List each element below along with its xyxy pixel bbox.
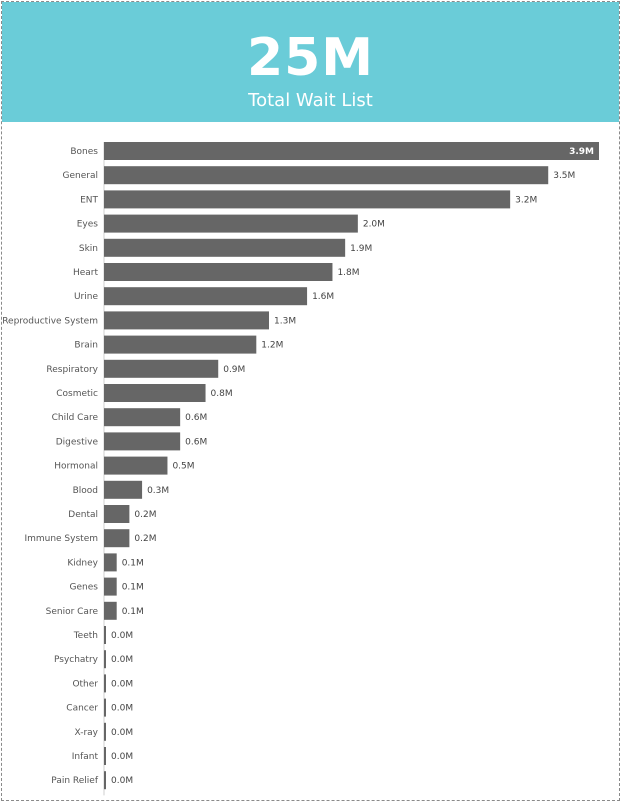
category-label-kidney: Kidney (67, 558, 98, 568)
bar-general[interactable] (104, 166, 549, 185)
bar-cosmetic[interactable] (104, 384, 206, 402)
bar-senior-care[interactable] (104, 601, 117, 620)
value-label-general: 3.5M (553, 171, 575, 181)
category-label-ent: ENT (80, 195, 98, 205)
value-label-x-ray: 0.0M (111, 728, 133, 738)
value-label-ent: 3.2M (515, 195, 537, 205)
category-label-blood: Blood (73, 486, 98, 496)
category-label-digestive: Digestive (56, 437, 99, 447)
category-label-hormonal: Hormonal (54, 462, 98, 472)
bar-kidney[interactable] (104, 553, 117, 572)
value-label-child-care: 0.6M (185, 413, 207, 423)
category-label-infant: Infant (72, 752, 99, 762)
value-label-other: 0.0M (111, 679, 133, 689)
kpi-card: 25M Total Wait List (2, 2, 619, 122)
bar-dental[interactable] (104, 505, 130, 523)
bar-x-ray[interactable] (104, 722, 106, 741)
value-label-hormonal: 0.5M (172, 462, 194, 472)
value-label-psychatry: 0.0M (111, 655, 133, 665)
bar-genes[interactable] (104, 577, 117, 596)
category-label-heart: Heart (73, 268, 99, 278)
bar-infant[interactable] (104, 747, 106, 765)
value-label-teeth: 0.0M (111, 631, 133, 641)
value-label-urine: 1.6M (312, 292, 334, 302)
category-label-other: Other (72, 679, 98, 689)
category-label-urine: Urine (74, 292, 98, 302)
bar-hormonal[interactable] (104, 456, 168, 475)
value-label-eyes: 2.0M (363, 220, 385, 230)
value-label-blood: 0.3M (147, 486, 169, 496)
value-label-infant: 0.0M (111, 752, 133, 762)
category-label-genes: Genes (70, 583, 99, 593)
value-label-cancer: 0.0M (111, 704, 133, 714)
value-label-genes: 0.1M (122, 583, 144, 593)
category-label-dental: Dental (68, 510, 98, 520)
category-label-teeth: Teeth (73, 631, 98, 641)
bar-digestive[interactable] (104, 432, 181, 451)
category-label-reproductive-system: Reproductive System (2, 316, 98, 326)
category-label-psychatry: Psychatry (54, 655, 99, 665)
category-label-cancer: Cancer (66, 704, 98, 714)
bar-brain[interactable] (104, 335, 257, 354)
category-label-brain: Brain (74, 341, 98, 351)
value-label-senior-care: 0.1M (122, 607, 144, 617)
value-label-bones: 3.9M (569, 147, 594, 157)
bar-bones[interactable] (104, 142, 599, 160)
value-label-cosmetic: 0.8M (211, 389, 233, 399)
bar-psychatry[interactable] (104, 650, 106, 669)
category-label-general: General (63, 171, 98, 181)
bar-pain-relief[interactable] (104, 771, 106, 790)
value-label-pain-relief: 0.0M (111, 776, 133, 786)
bar-skin[interactable] (104, 238, 346, 257)
category-label-x-ray: X-ray (74, 728, 98, 738)
kpi-label: Total Wait List (248, 90, 373, 111)
category-label-immune-system: Immune System (24, 534, 98, 544)
value-label-immune-system: 0.2M (134, 534, 156, 544)
category-label-skin: Skin (79, 244, 98, 254)
bar-cancer[interactable] (104, 698, 106, 717)
bar-heart[interactable] (104, 263, 333, 281)
category-label-respiratory: Respiratory (46, 365, 98, 375)
value-label-reproductive-system: 1.3M (274, 316, 296, 326)
bar-eyes[interactable] (104, 214, 358, 233)
category-label-bones: Bones (70, 147, 98, 157)
bar-child-care[interactable] (104, 408, 181, 427)
value-label-heart: 1.8M (337, 268, 359, 278)
category-label-senior-care: Senior Care (46, 607, 99, 617)
bar-ent[interactable] (104, 190, 511, 209)
bar-immune-system[interactable] (104, 529, 130, 548)
bar-teeth[interactable] (104, 626, 106, 644)
value-label-brain: 1.2M (261, 341, 283, 351)
value-label-kidney: 0.1M (122, 558, 144, 568)
bar-respiratory[interactable] (104, 359, 219, 378)
category-label-pain-relief: Pain Relief (51, 776, 99, 786)
bar-reproductive-system[interactable] (104, 311, 269, 330)
category-label-child-care: Child Care (52, 413, 99, 423)
category-label-cosmetic: Cosmetic (56, 389, 98, 399)
bar-other[interactable] (104, 674, 106, 693)
category-label-eyes: Eyes (77, 220, 99, 230)
value-label-skin: 1.9M (350, 244, 372, 254)
value-label-digestive: 0.6M (185, 437, 207, 447)
bar-urine[interactable] (104, 287, 308, 306)
bar-blood[interactable] (104, 480, 143, 499)
value-label-respiratory: 0.9M (223, 365, 245, 375)
value-label-dental: 0.2M (134, 510, 156, 520)
kpi-value: 25M (246, 28, 375, 88)
